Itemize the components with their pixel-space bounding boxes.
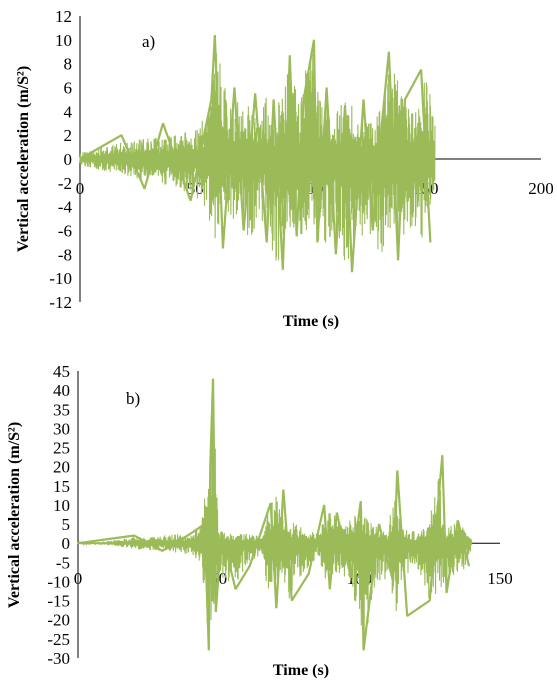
y-tick-label: 2 — [64, 126, 73, 145]
y-tick-label: 20 — [53, 458, 70, 477]
x-tick-label: 150 — [487, 569, 513, 588]
panel-label: b) — [126, 389, 140, 408]
y-tick-label: 0 — [64, 150, 73, 169]
y-axis-label: Vertical acceleration (m/S²) — [15, 66, 32, 252]
x-tick-label: 0 — [74, 569, 83, 588]
y-tick-label: -5 — [56, 553, 70, 572]
x-tick-label: 0 — [76, 179, 85, 198]
series-line — [77, 378, 471, 651]
y-tick-label: 6 — [64, 79, 73, 98]
y-tick-label: 35 — [53, 400, 70, 419]
y-tick-label: -30 — [47, 649, 70, 668]
y-tick-label: 10 — [55, 31, 72, 50]
x-tick-label: 200 — [528, 179, 554, 198]
series-line — [79, 35, 432, 273]
y-tick-label: 30 — [53, 419, 70, 438]
y-tick-label: -15 — [47, 592, 70, 611]
x-axis-label: Time (s) — [283, 313, 339, 330]
panel-label: a) — [142, 32, 155, 51]
y-tick-label: 40 — [53, 381, 70, 400]
y-tick-label: -20 — [47, 611, 70, 630]
x-axis-label: Time (s) — [273, 662, 329, 679]
y-tick-label: -4 — [58, 198, 73, 217]
y-tick-label: 4 — [64, 102, 73, 121]
y-axis-label: Vertical acceleration (m/S²) — [6, 422, 23, 608]
y-tick-label: 8 — [64, 55, 73, 74]
y-tick-label: -8 — [58, 245, 72, 264]
y-tick-label: -6 — [58, 222, 72, 241]
y-tick-label: 25 — [53, 439, 70, 458]
y-tick-label: 0 — [62, 534, 71, 553]
y-tick-label: 15 — [53, 477, 70, 496]
y-tick-label: -10 — [47, 572, 70, 591]
signal-fill — [79, 53, 436, 261]
y-tick-label: 12 — [55, 7, 72, 26]
y-tick-label: -25 — [47, 630, 70, 649]
signal-fill — [77, 396, 473, 643]
y-tick-label: 5 — [62, 515, 71, 534]
y-tick-label: -12 — [49, 293, 72, 312]
y-tick-label: 45 — [53, 362, 70, 381]
y-tick-label: -10 — [49, 269, 72, 288]
y-tick-label: -2 — [58, 174, 72, 193]
y-tick-label: 10 — [53, 496, 70, 515]
